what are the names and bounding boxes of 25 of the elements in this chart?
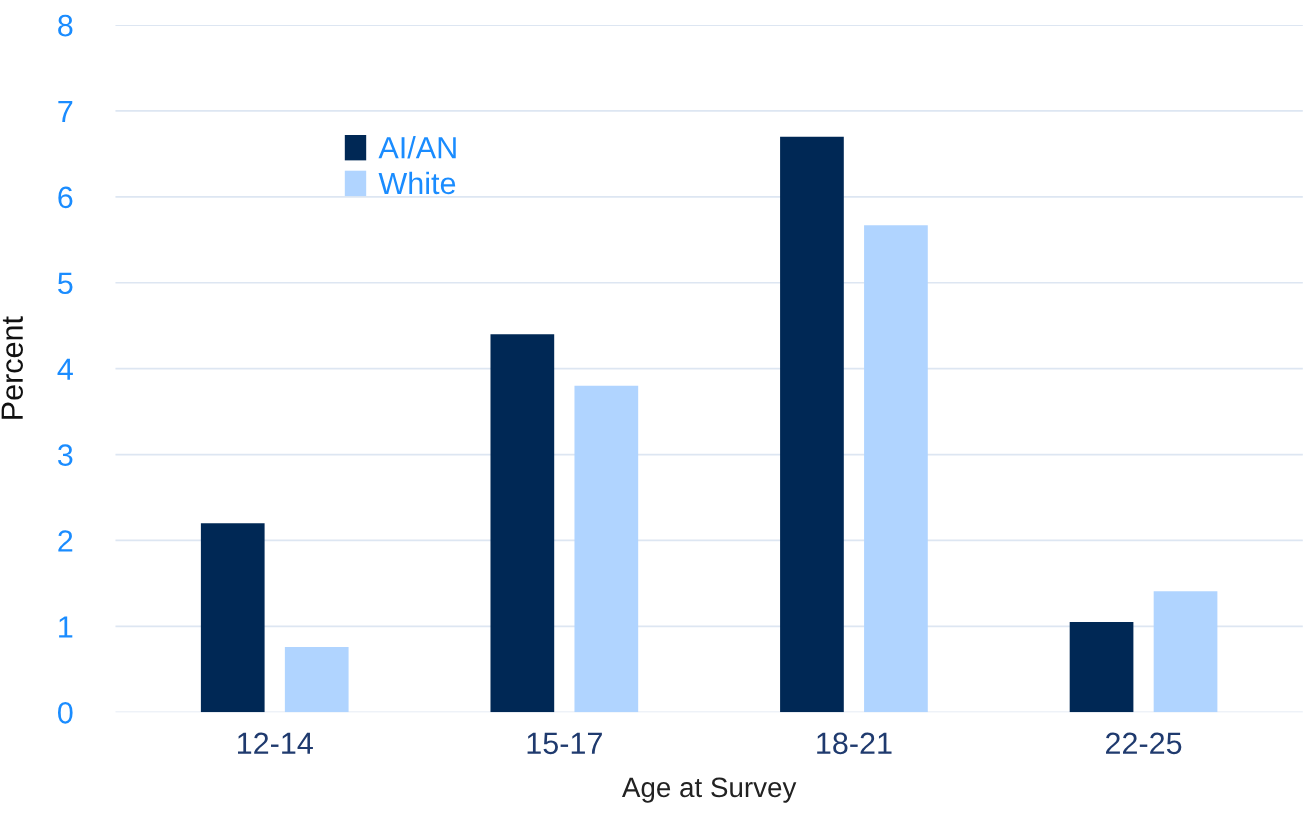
x-axis-title: Age at Survey	[621, 777, 797, 803]
y-tick-label: 8	[58, 14, 73, 37]
bar	[490, 334, 555, 713]
bar	[1069, 622, 1134, 713]
y-tick-label: 3	[57, 444, 73, 466]
legend-label: White	[378, 171, 456, 195]
y-tick-label: 2	[58, 530, 73, 552]
y-tick-label: 4	[57, 358, 73, 380]
bar	[574, 385, 639, 713]
y-tick-label: 6	[58, 186, 73, 209]
y-axis-title: Percent	[1, 316, 23, 419]
bar	[780, 136, 844, 713]
y-tick-label: 7	[58, 101, 73, 123]
legend-label: AI/AN	[378, 136, 456, 159]
x-tick-label: 15-17	[527, 732, 602, 755]
x-tick-label: 22-25	[1106, 732, 1182, 755]
bar	[1153, 591, 1218, 713]
y-tick-label: 1	[59, 616, 73, 638]
y-tick-label: 5	[58, 272, 73, 295]
x-tick-label: 18-21	[817, 732, 892, 755]
bar	[864, 225, 928, 713]
x-tick-label: 12-14	[238, 732, 313, 754]
bar	[284, 646, 349, 713]
y-tick-label: 0	[57, 701, 73, 724]
bar	[200, 523, 265, 713]
